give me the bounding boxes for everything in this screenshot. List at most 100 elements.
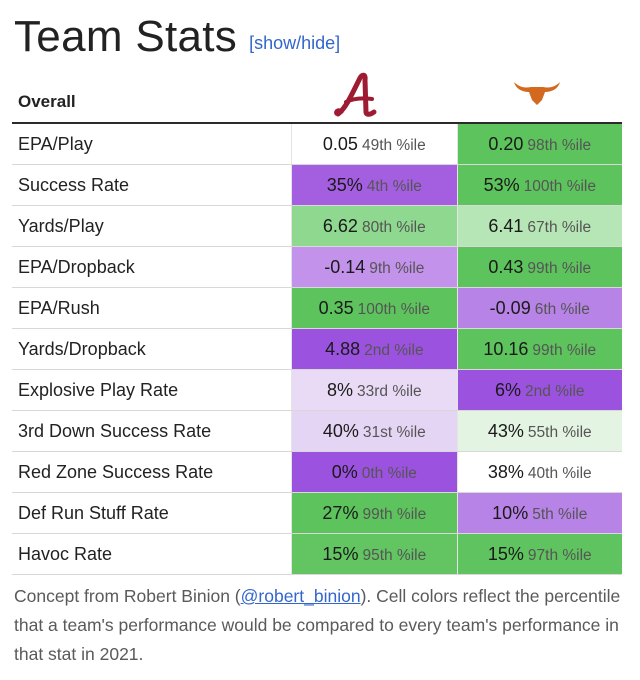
- stat-value: 0.35: [318, 298, 354, 318]
- alabama-cell: -0.14 9th %ile: [291, 247, 457, 287]
- percentile: 2nd %ile: [364, 342, 424, 359]
- percentile: 0th %ile: [361, 465, 417, 482]
- stat-label: Yards/Dropback: [18, 339, 146, 359]
- stat-label: Explosive Play Rate: [18, 380, 179, 400]
- alabama-logo-icon: [332, 72, 384, 123]
- texas-cell: 0.20 98th %ile: [456, 124, 622, 164]
- percentile: 97th %ile: [527, 547, 592, 564]
- percentile: 99th %ile: [527, 260, 592, 277]
- percentile: 9th %ile: [369, 260, 425, 277]
- table-row: EPA/Dropback -0.14 9th %ile 0.43 99th %ile: [12, 247, 622, 288]
- percentile: 31st %ile: [362, 424, 426, 441]
- percentile: 95th %ile: [362, 547, 427, 564]
- stat-label: Havoc Rate: [18, 544, 113, 564]
- stat-value: 35%: [326, 175, 363, 195]
- stat-value: 15%: [322, 544, 359, 564]
- stat-value: 6.41: [488, 216, 524, 236]
- alabama-cell: 0.35 100th %ile: [291, 288, 457, 328]
- stat-value: 27%: [322, 503, 359, 523]
- stat-value: -0.14: [324, 257, 366, 277]
- table-row: Yards/Play 6.62 80th %ile 6.41 67th %ile: [12, 206, 622, 247]
- show-hide-toggle[interactable]: [show/hide]: [249, 33, 341, 53]
- percentile: 100th %ile: [523, 178, 596, 195]
- texas-cell: 6% 2nd %ile: [456, 370, 622, 410]
- stat-value: 38%: [487, 462, 524, 482]
- stat-value: 6%: [495, 380, 522, 400]
- stat-label: Success Rate: [18, 175, 130, 195]
- texas-cell: 6.41 67th %ile: [456, 206, 622, 246]
- caption-text-after: ). Cell colors reflect the percentile th…: [14, 586, 621, 664]
- stat-value: 0.05: [322, 134, 358, 154]
- stat-value: 0%: [331, 462, 358, 482]
- table-row: Explosive Play Rate 8% 33rd %ile 6% 2nd %i…: [12, 370, 622, 411]
- page-title: Team Stats: [14, 12, 238, 61]
- stat-value: 15%: [487, 544, 524, 564]
- percentile: 49th %ile: [361, 137, 426, 154]
- alabama-cell: 27% 99th %ile: [291, 493, 457, 533]
- table-header: Overall: [12, 70, 622, 124]
- stat-value: 40%: [322, 421, 359, 441]
- caption-text-before: Concept from Robert Binion (: [14, 586, 241, 606]
- caption: Concept from Robert Binion (@robert_bini…: [14, 582, 626, 669]
- percentile: 40th %ile: [527, 465, 592, 482]
- alabama-cell: 4.88 2nd %ile: [291, 329, 457, 369]
- percentile: 99th %ile: [362, 506, 427, 523]
- stat-label: Yards/Play: [18, 216, 104, 236]
- texas-cell: 15% 97th %ile: [456, 534, 622, 574]
- alabama-cell: 8% 33rd %ile: [291, 370, 457, 410]
- percentile: 2nd %ile: [525, 383, 585, 400]
- table-row: Yards/Dropback 4.88 2nd %ile 10.16 99th %i…: [12, 329, 622, 370]
- alabama-cell: 0.05 49th %ile: [291, 124, 457, 164]
- table-row: Havoc Rate 15% 95th %ile 15% 97th %ile: [12, 534, 622, 575]
- percentile: 4th %ile: [366, 178, 422, 195]
- overall-header: Overall: [18, 92, 76, 111]
- stat-value: -0.09: [489, 298, 531, 318]
- stat-label: EPA/Play: [18, 134, 93, 154]
- texas-cell: 0.43 99th %ile: [456, 247, 622, 287]
- alabama-cell: 35% 4th %ile: [291, 165, 457, 205]
- percentile: 6th %ile: [534, 301, 590, 318]
- percentile: 98th %ile: [527, 137, 592, 154]
- stat-value: 0.43: [488, 257, 524, 277]
- texas-cell: 43% 55th %ile: [456, 411, 622, 451]
- percentile: 80th %ile: [361, 219, 426, 236]
- alabama-cell: 40% 31st %ile: [291, 411, 457, 451]
- stat-value: 4.88: [325, 339, 361, 359]
- alabama-cell: 6.62 80th %ile: [291, 206, 457, 246]
- stat-label: Def Run Stuff Rate: [18, 503, 169, 523]
- alabama-cell: 15% 95th %ile: [291, 534, 457, 574]
- percentile: 5th %ile: [532, 506, 588, 523]
- table-row: EPA/Rush 0.35 100th %ile -0.09 6th %ile: [12, 288, 622, 329]
- texas-cell: 53% 100th %ile: [456, 165, 622, 205]
- stat-value: 0.20: [488, 134, 524, 154]
- percentile: 99th %ile: [532, 342, 597, 359]
- page-header: Team Stats [show/hide]: [14, 8, 340, 66]
- percentile: 67th %ile: [527, 219, 592, 236]
- stats-table: Overall EPA/Play 0.05 49th %ile 0.20 98th …: [12, 70, 622, 575]
- texas-cell: -0.09 6th %ile: [456, 288, 622, 328]
- texas-cell: 10.16 99th %ile: [456, 329, 622, 369]
- stat-value: 10.16: [483, 339, 529, 359]
- texas-cell: 10% 5th %ile: [456, 493, 622, 533]
- percentile: 100th %ile: [357, 301, 431, 318]
- percentile: 55th %ile: [527, 424, 592, 441]
- stat-label: EPA/Rush: [18, 298, 100, 318]
- table-row: Success Rate 35% 4th %ile 53% 100th %ile: [12, 165, 622, 206]
- longhorn-logo-icon: [512, 78, 562, 111]
- table-row: EPA/Play 0.05 49th %ile 0.20 98th %ile: [12, 124, 622, 165]
- stat-label: EPA/Dropback: [18, 257, 135, 277]
- stat-label: 3rd Down Success Rate: [18, 421, 212, 441]
- percentile: 33rd %ile: [357, 383, 422, 400]
- table-row: Red Zone Success Rate 0% 0th %ile 38% 40th…: [12, 452, 622, 493]
- stat-value: 43%: [487, 421, 524, 441]
- alabama-cell: 0% 0th %ile: [291, 452, 457, 492]
- table-row: Def Run Stuff Rate 27% 99th %ile 10% 5th %…: [12, 493, 622, 534]
- texas-cell: 38% 40th %ile: [456, 452, 622, 492]
- stat-label: Red Zone Success Rate: [18, 462, 214, 482]
- stat-value: 53%: [483, 175, 520, 195]
- stat-value: 10%: [492, 503, 529, 523]
- stat-value: 6.62: [322, 216, 358, 236]
- stat-value: 8%: [327, 380, 354, 400]
- author-link[interactable]: @robert_binion: [240, 586, 361, 606]
- table-row: 3rd Down Success Rate 40% 31st %ile 43% 55…: [12, 411, 622, 452]
